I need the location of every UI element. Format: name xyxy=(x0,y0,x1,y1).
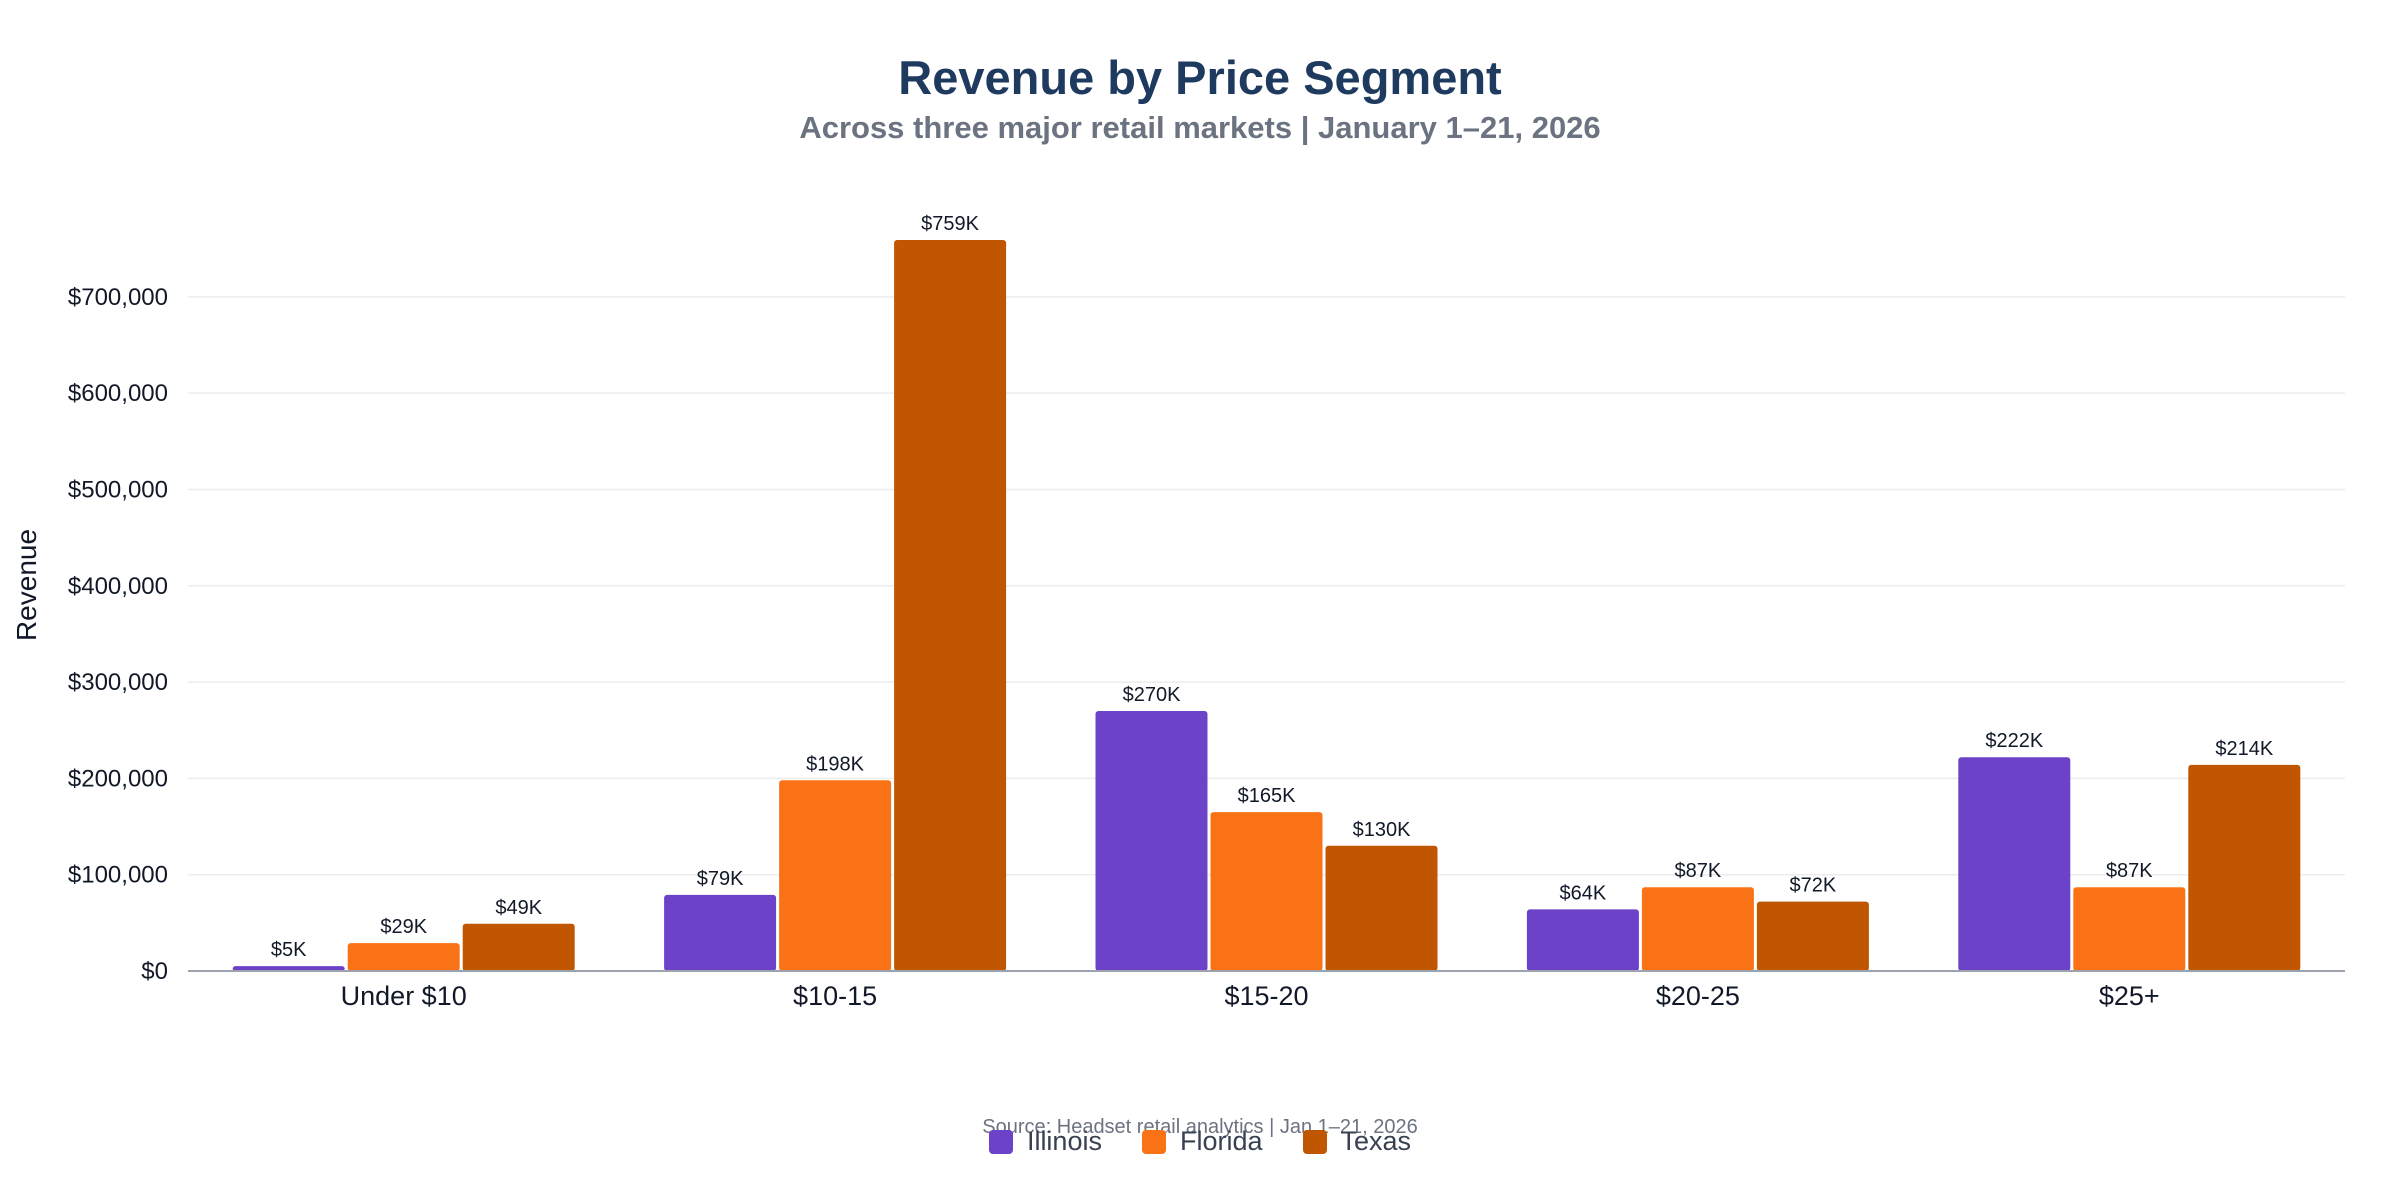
bar-florida xyxy=(779,780,892,971)
data-label: $165K xyxy=(1238,785,1296,807)
data-label: $5K xyxy=(271,939,307,961)
x-tick-label: $10-15 xyxy=(793,981,877,1011)
x-tick-label: $15-20 xyxy=(1224,981,1308,1011)
x-axis-ticks: Under $10 $10-15 $15-20 $20-25 $25+ xyxy=(341,981,2160,1011)
data-label: $72K xyxy=(1790,875,1837,897)
bar-illinois xyxy=(664,894,777,971)
legend-label: Texas xyxy=(1340,1126,1412,1156)
legend-item-florida: Florida xyxy=(1141,1126,1263,1157)
chart-title: Revenue by Price Segment xyxy=(898,51,1502,104)
data-label: $130K xyxy=(1353,819,1411,841)
x-tick-label: $25+ xyxy=(2099,981,2160,1011)
y-tick-label: $300,000 xyxy=(68,669,168,696)
y-tick-label: $600,000 xyxy=(68,380,168,407)
bar-texas xyxy=(894,240,1007,971)
data-label: $222K xyxy=(1985,730,2043,752)
data-label: $214K xyxy=(2215,738,2273,760)
bar-texas xyxy=(1325,845,1438,971)
legend-item-illinois: Illinois xyxy=(988,1126,1102,1157)
grid-lines xyxy=(188,296,2345,876)
x-tick-label: Under $10 xyxy=(341,981,467,1011)
bar-florida xyxy=(347,943,460,971)
y-tick-label: $400,000 xyxy=(68,573,168,600)
data-label: $87K xyxy=(1675,860,1722,882)
data-label: $270K xyxy=(1123,684,1181,706)
y-tick-label: $100,000 xyxy=(68,862,168,889)
bar-illinois xyxy=(1095,710,1208,971)
data-label: $198K xyxy=(806,753,864,775)
y-tick-label: $200,000 xyxy=(68,765,168,792)
x-tick-label: $20-25 xyxy=(1656,981,1740,1011)
legend: Illinois Florida Texas xyxy=(0,1126,2400,1157)
legend-swatch xyxy=(1302,1129,1327,1154)
chart-subtitle: Across three major retail markets | Janu… xyxy=(799,110,1601,145)
data-label: $79K xyxy=(697,868,744,890)
bar-texas xyxy=(2188,764,2301,971)
legend-swatch xyxy=(988,1129,1013,1154)
data-label: $29K xyxy=(380,916,427,938)
data-label: $87K xyxy=(2106,860,2153,882)
y-axis-title: Revenue xyxy=(11,529,42,641)
y-tick-label: $700,000 xyxy=(68,284,168,311)
data-label: $759K xyxy=(921,213,979,235)
data-label: $64K xyxy=(1560,882,1607,904)
legend-label: Florida xyxy=(1179,1126,1263,1156)
y-axis-ticks: $0 $100,000 $200,000 $300,000 $400,000 $500,0… xyxy=(68,284,168,985)
bar-illinois xyxy=(232,966,345,971)
y-tick-label: $0 xyxy=(141,958,168,985)
data-label: $49K xyxy=(495,897,542,919)
bar-illinois xyxy=(1526,909,1639,971)
legend-label: Illinois xyxy=(1026,1126,1102,1156)
legend-item-texas: Texas xyxy=(1302,1126,1412,1157)
bars xyxy=(232,240,2301,971)
bar-florida xyxy=(1641,887,1754,971)
bar-florida xyxy=(2073,887,2186,971)
bar-texas xyxy=(1756,901,1869,971)
bar-florida xyxy=(1210,812,1323,971)
data-labels: $5K $29K $49K $79K $198K $759K $270K $165K $130K… xyxy=(271,213,2274,961)
bar-illinois xyxy=(1958,757,2071,971)
y-tick-label: $500,000 xyxy=(68,476,168,503)
legend-swatch xyxy=(1141,1129,1166,1154)
bar-texas xyxy=(462,923,575,971)
